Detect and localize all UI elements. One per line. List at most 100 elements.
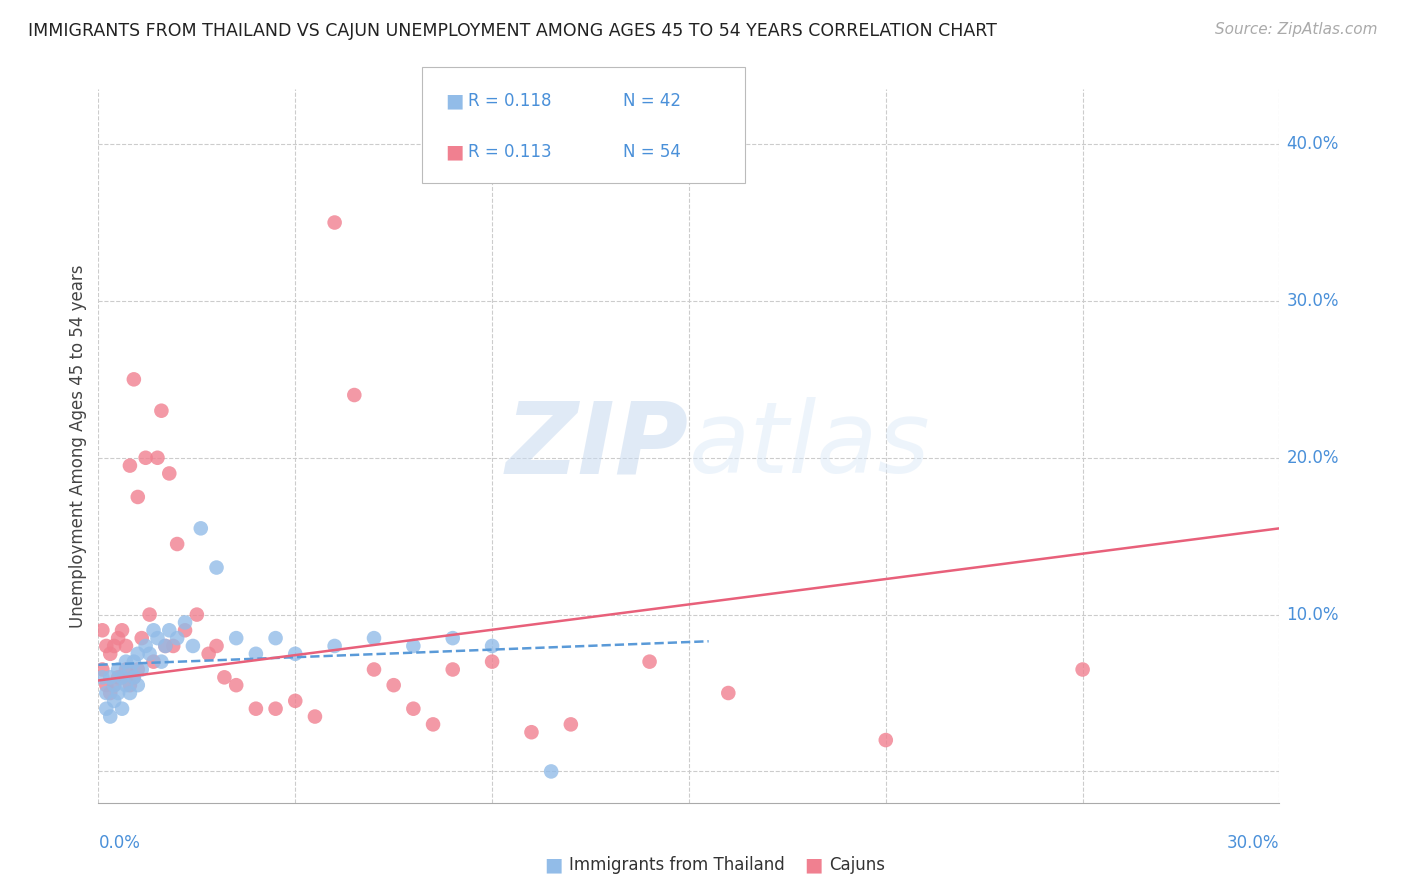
Point <box>107 631 129 645</box>
Point <box>111 670 134 684</box>
Point <box>197 647 219 661</box>
Point <box>284 647 307 661</box>
Point <box>150 403 173 417</box>
Point <box>98 709 121 723</box>
Point <box>323 639 346 653</box>
Text: ZIP: ZIP <box>506 398 689 494</box>
Point <box>304 709 326 723</box>
Point <box>363 631 385 645</box>
Point <box>111 624 134 638</box>
Point <box>115 639 138 653</box>
Point <box>174 624 197 638</box>
Point <box>118 458 141 473</box>
Point <box>98 647 121 661</box>
Point <box>166 631 188 645</box>
Y-axis label: Unemployment Among Ages 45 to 54 years: Unemployment Among Ages 45 to 54 years <box>69 264 87 628</box>
Point <box>402 639 425 653</box>
Point <box>382 678 405 692</box>
Point <box>96 686 118 700</box>
Point <box>363 663 385 677</box>
Point <box>118 663 141 677</box>
Text: 10.0%: 10.0% <box>1286 606 1339 624</box>
Point <box>422 717 444 731</box>
Point <box>181 639 204 653</box>
Text: ■: ■ <box>544 855 562 875</box>
Text: IMMIGRANTS FROM THAILAND VS CAJUN UNEMPLOYMENT AMONG AGES 45 TO 54 YEARS CORRELA: IMMIGRANTS FROM THAILAND VS CAJUN UNEMPL… <box>28 22 997 40</box>
Point <box>127 490 149 504</box>
Point <box>146 631 169 645</box>
Text: ■: ■ <box>804 855 823 875</box>
Point <box>402 702 425 716</box>
Point <box>118 678 141 692</box>
Point <box>103 694 125 708</box>
Point <box>96 639 118 653</box>
Text: 30.0%: 30.0% <box>1286 292 1339 310</box>
Point <box>441 631 464 645</box>
Point <box>142 655 165 669</box>
Point <box>135 639 157 653</box>
Point <box>155 639 177 653</box>
Text: N = 54: N = 54 <box>623 143 681 161</box>
Point <box>225 631 247 645</box>
Point <box>162 639 184 653</box>
Point <box>103 639 125 653</box>
Point <box>166 537 188 551</box>
Point <box>146 450 169 465</box>
Point <box>1071 663 1094 677</box>
Point <box>150 655 173 669</box>
Text: 30.0%: 30.0% <box>1227 834 1279 852</box>
Point <box>91 663 114 677</box>
Point <box>138 647 160 661</box>
Point <box>127 678 149 692</box>
Point <box>115 663 138 677</box>
Point <box>245 647 267 661</box>
Point <box>138 607 160 622</box>
Point <box>91 624 114 638</box>
Point <box>127 663 149 677</box>
Point <box>441 663 464 677</box>
Point <box>157 624 180 638</box>
Point <box>115 655 138 669</box>
Point <box>205 560 228 574</box>
Point <box>540 764 562 779</box>
Point <box>264 631 287 645</box>
Point <box>481 639 503 653</box>
Text: Source: ZipAtlas.com: Source: ZipAtlas.com <box>1215 22 1378 37</box>
Text: 40.0%: 40.0% <box>1286 135 1339 153</box>
Point <box>122 670 145 684</box>
Text: Cajuns: Cajuns <box>830 856 886 874</box>
Text: ■: ■ <box>446 92 464 111</box>
Point <box>343 388 366 402</box>
Point <box>91 670 114 684</box>
Point <box>245 702 267 716</box>
Point <box>157 467 180 481</box>
Point <box>875 733 897 747</box>
Point <box>190 521 212 535</box>
Point <box>103 678 125 692</box>
Point <box>638 655 661 669</box>
Point <box>98 686 121 700</box>
Point <box>323 215 346 229</box>
Point <box>122 372 145 386</box>
Text: Immigrants from Thailand: Immigrants from Thailand <box>569 856 785 874</box>
Point <box>214 670 236 684</box>
Point <box>142 624 165 638</box>
Point <box>122 655 145 669</box>
Text: R = 0.113: R = 0.113 <box>468 143 551 161</box>
Point <box>155 639 177 653</box>
Point <box>122 670 145 684</box>
Point <box>264 702 287 716</box>
Text: R = 0.118: R = 0.118 <box>468 93 551 111</box>
Point <box>107 663 129 677</box>
Point <box>107 670 129 684</box>
Text: 20.0%: 20.0% <box>1286 449 1339 467</box>
Point <box>225 678 247 692</box>
Text: atlas: atlas <box>689 398 931 494</box>
Point <box>118 686 141 700</box>
Text: 0.0%: 0.0% <box>98 834 141 852</box>
Point <box>135 450 157 465</box>
Point <box>186 607 208 622</box>
Text: ■: ■ <box>446 142 464 161</box>
Point <box>103 678 125 692</box>
Point <box>560 717 582 731</box>
